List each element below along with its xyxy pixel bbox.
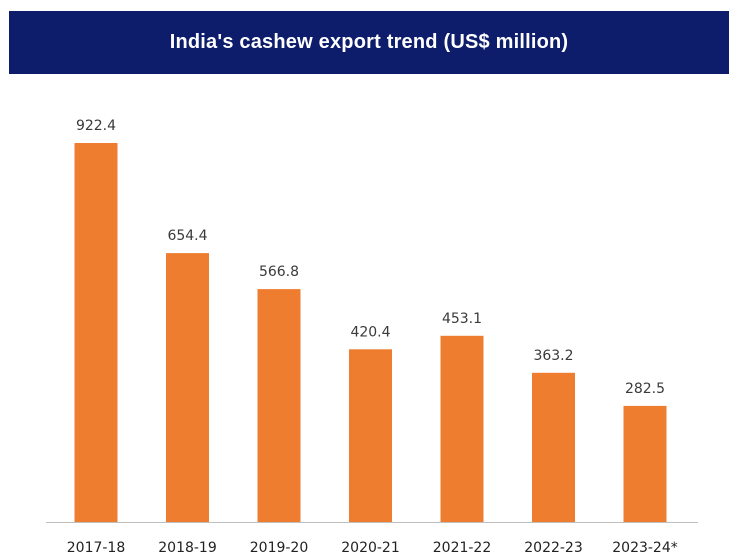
bar-2023-24*: [623, 405, 667, 522]
value-label: 453.1: [442, 311, 482, 327]
category-label: 2018-19: [158, 540, 217, 556]
category-label: 2021-22: [433, 540, 492, 556]
bar-2017-18: [74, 143, 118, 522]
bar-2018-19: [166, 253, 209, 522]
category-label: 2022-23: [524, 540, 583, 556]
value-label: 654.4: [167, 228, 207, 244]
category-label: 2020-21: [341, 540, 400, 556]
value-labels-group: 922.4 654.4 566.8 420.4 453.1 363.2 282.5: [76, 118, 665, 397]
bars-group: [74, 143, 667, 522]
bar-2020-21: [349, 349, 392, 522]
value-label: 420.4: [350, 324, 390, 340]
bar-2019-20: [257, 289, 301, 522]
value-label: 282.5: [625, 381, 665, 397]
value-label: 922.4: [76, 118, 116, 134]
chart-title: India's cashew export trend (US$ million…: [169, 31, 569, 53]
bar-2022-23: [532, 372, 575, 522]
chart-title-bar: India's cashew export trend (US$ million…: [9, 11, 729, 74]
category-label: 2019-20: [250, 540, 309, 556]
category-label: 2023-24*: [612, 540, 678, 556]
value-label: 363.2: [533, 348, 573, 364]
bar-2021-22: [440, 335, 484, 522]
category-label: 2017-18: [67, 540, 126, 556]
category-labels-group: 2017-18 2018-19 2019-20 2020-21 2021-22 2022-…: [67, 540, 678, 556]
value-label: 566.8: [259, 264, 299, 280]
